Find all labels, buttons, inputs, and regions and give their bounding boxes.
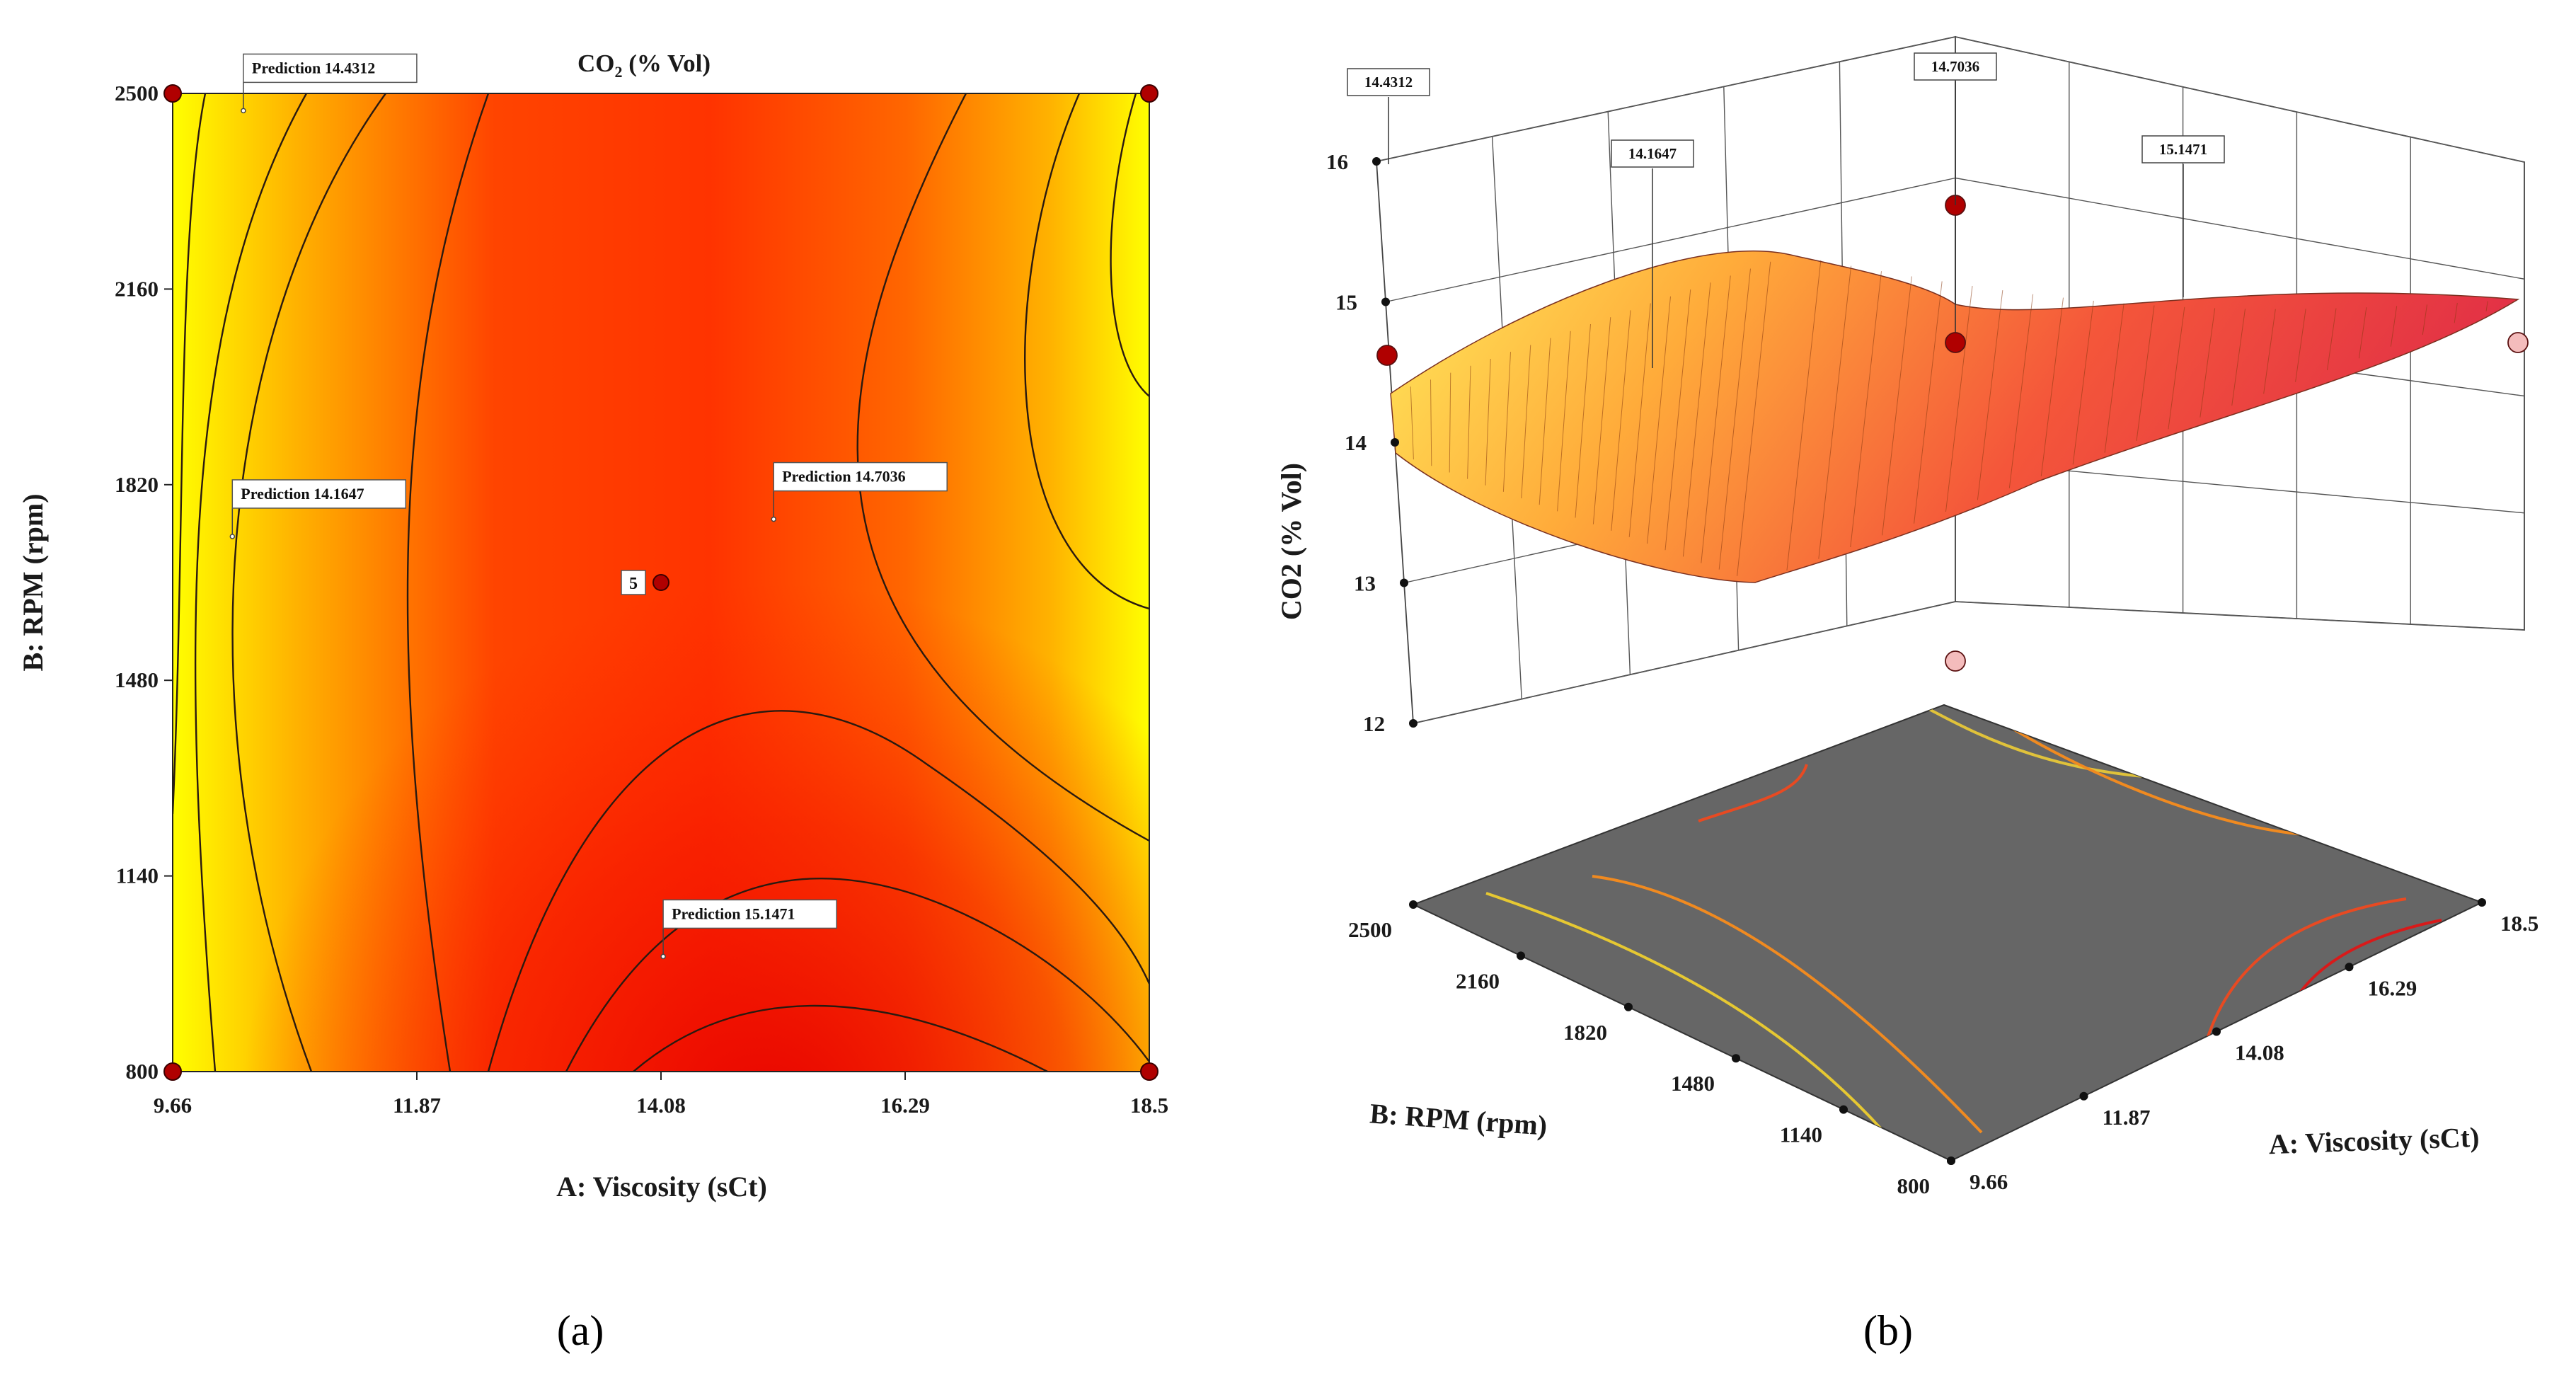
surface-callout-label: 15.1471 xyxy=(2159,141,2207,158)
contour-x-ticks: 9.66 11.87 14.08 16.29 18.5 xyxy=(154,1072,1168,1118)
x-tick-label: 14.08 xyxy=(636,1093,686,1118)
rpm-tick-label: 2160 xyxy=(1456,968,1500,993)
design-point xyxy=(163,1062,182,1081)
prediction-label: Prediction 15.1471 xyxy=(672,905,795,922)
surface-callout-label: 14.4312 xyxy=(1364,74,1413,91)
x-tick-label: 16.29 xyxy=(880,1093,930,1118)
y-tick-label: 2160 xyxy=(115,276,159,301)
surface-callouts: 14.4312 14.7036 14.1647 15.1471 xyxy=(1347,52,2225,368)
surface-callout: 14.7036 xyxy=(1914,52,1997,205)
x-tick-label: 18.5 xyxy=(1130,1093,1168,1118)
surface-callout: 15.1471 xyxy=(2141,135,2225,297)
replicate-count-box xyxy=(621,570,646,595)
prediction-flag: Prediction 14.1647 xyxy=(229,479,407,539)
contour-floor xyxy=(1411,704,2484,1162)
surface-design-point xyxy=(1945,332,1966,353)
rpm-tick-label: 1820 xyxy=(1563,1020,1607,1045)
viscosity-tick-label: 18.5 xyxy=(2500,911,2538,936)
surface-mesh xyxy=(1410,260,2488,576)
viscosity-tick-dot xyxy=(2079,1091,2088,1101)
contour-x-axis-title: A: Viscosity (sCt) xyxy=(556,1171,767,1203)
viscosity-tick-label: 16.29 xyxy=(2368,975,2417,1000)
z-tick-label: 12 xyxy=(1363,711,1385,736)
rpm-tick-dot xyxy=(1839,1105,1848,1114)
viscosity-tick-dot xyxy=(2345,963,2354,972)
viscosity-tick-dot xyxy=(2478,898,2486,907)
response-surface xyxy=(1390,250,2520,583)
y-tick-label: 1140 xyxy=(116,863,159,888)
prediction-flag: Prediction 15.1471 xyxy=(660,899,837,960)
rpm-tick-dot xyxy=(1409,900,1418,909)
contour-plot: CO2 (% Vol) 800 1140 1480 1820 2160 2500 9.66… xyxy=(17,50,1168,1354)
z-tick-label: 16 xyxy=(1326,149,1348,174)
rpm-tick-label: 1140 xyxy=(1780,1123,1822,1147)
contour-y-ticks: 800 1140 1480 1820 2160 2500 xyxy=(115,81,173,1084)
surface-callout: 14.1647 xyxy=(1611,139,1694,368)
design-point xyxy=(163,84,182,103)
rpm-tick-dot xyxy=(1624,1002,1633,1011)
contour-plot-title: CO2 (% Vol) xyxy=(577,50,711,81)
rpm-tick-dot xyxy=(1732,1054,1740,1063)
z-axis-ticks: 12 13 14 15 16 xyxy=(1326,149,1418,736)
y-tick-label: 800 xyxy=(126,1059,159,1084)
y-tick-label: 2500 xyxy=(115,81,159,105)
contour-prediction-flags: Prediction 14.4312 Prediction 14.1647 Pred… xyxy=(229,53,948,960)
z-tick-dot xyxy=(1372,157,1381,166)
viscosity-tick-dot xyxy=(2212,1027,2221,1036)
y-tick-label: 1820 xyxy=(115,472,159,497)
design-point xyxy=(1140,84,1158,103)
viscosity-tick-label: 11.87 xyxy=(2103,1105,2151,1130)
x-tick-label: 9.66 xyxy=(154,1093,192,1118)
z-tick-label: 13 xyxy=(1354,571,1376,596)
z-tick-dot xyxy=(1400,578,1408,587)
z-tick-label: 15 xyxy=(1335,290,1357,315)
panel-a-label: (a) xyxy=(557,1307,604,1354)
surface-design-point xyxy=(1376,345,1398,366)
z-axis-title: CO2 (% Vol) xyxy=(1275,463,1307,620)
surface-design-point xyxy=(1945,650,1966,672)
rpm-tick-label: 1480 xyxy=(1671,1071,1715,1096)
surface-callout-label: 14.1647 xyxy=(1628,145,1677,162)
z-tick-dot xyxy=(1381,297,1390,306)
prediction-flag: Prediction 14.7036 xyxy=(771,461,948,522)
contour-design-points: 5 xyxy=(163,84,1158,1081)
replicate-count-label: 5 xyxy=(629,575,638,593)
design-point xyxy=(652,574,669,591)
prediction-flag: Prediction 14.4312 xyxy=(241,53,418,114)
prediction-label: Prediction 14.1647 xyxy=(241,485,364,503)
design-point xyxy=(1140,1062,1158,1081)
prediction-label: Prediction 14.4312 xyxy=(252,59,375,76)
rpm-tick-label: 2500 xyxy=(1348,917,1392,942)
surface-design-point xyxy=(2507,332,2529,353)
rpm-tick-dot xyxy=(1947,1157,1955,1165)
z-tick-dot xyxy=(1409,719,1418,728)
panel-b-label: (b) xyxy=(1863,1307,1913,1354)
contour-lines xyxy=(173,93,1149,1072)
rpm-axis-title: B: RPM (rpm) xyxy=(1369,1097,1548,1141)
rpm-axis-ticks: 800 1140 1480 1820 2160 2500 xyxy=(1348,900,1955,1198)
x-tick-label: 11.87 xyxy=(393,1093,441,1118)
rpm-tick-dot xyxy=(1517,951,1525,960)
y-tick-label: 1480 xyxy=(115,667,159,692)
surface-callout: 14.4312 xyxy=(1347,68,1430,164)
viscosity-tick-label: 14.08 xyxy=(2235,1040,2284,1065)
surface-callout-label: 14.7036 xyxy=(1931,58,1979,75)
contour-y-axis-title: B: RPM (rpm) xyxy=(17,493,49,671)
prediction-label: Prediction 14.7036 xyxy=(782,468,905,486)
surface-design-points xyxy=(1376,195,2529,672)
viscosity-tick-label: 9.66 xyxy=(1970,1169,2008,1194)
z-tick-dot xyxy=(1391,438,1399,447)
viscosity-axis-ticks: 9.66 11.87 14.08 16.29 18.5 xyxy=(1947,898,2538,1194)
rpm-tick-label: 800 xyxy=(1897,1173,1931,1198)
viscosity-axis-title: A: Viscosity (sCt) xyxy=(2268,1121,2480,1160)
z-tick-label: 14 xyxy=(1345,430,1367,455)
